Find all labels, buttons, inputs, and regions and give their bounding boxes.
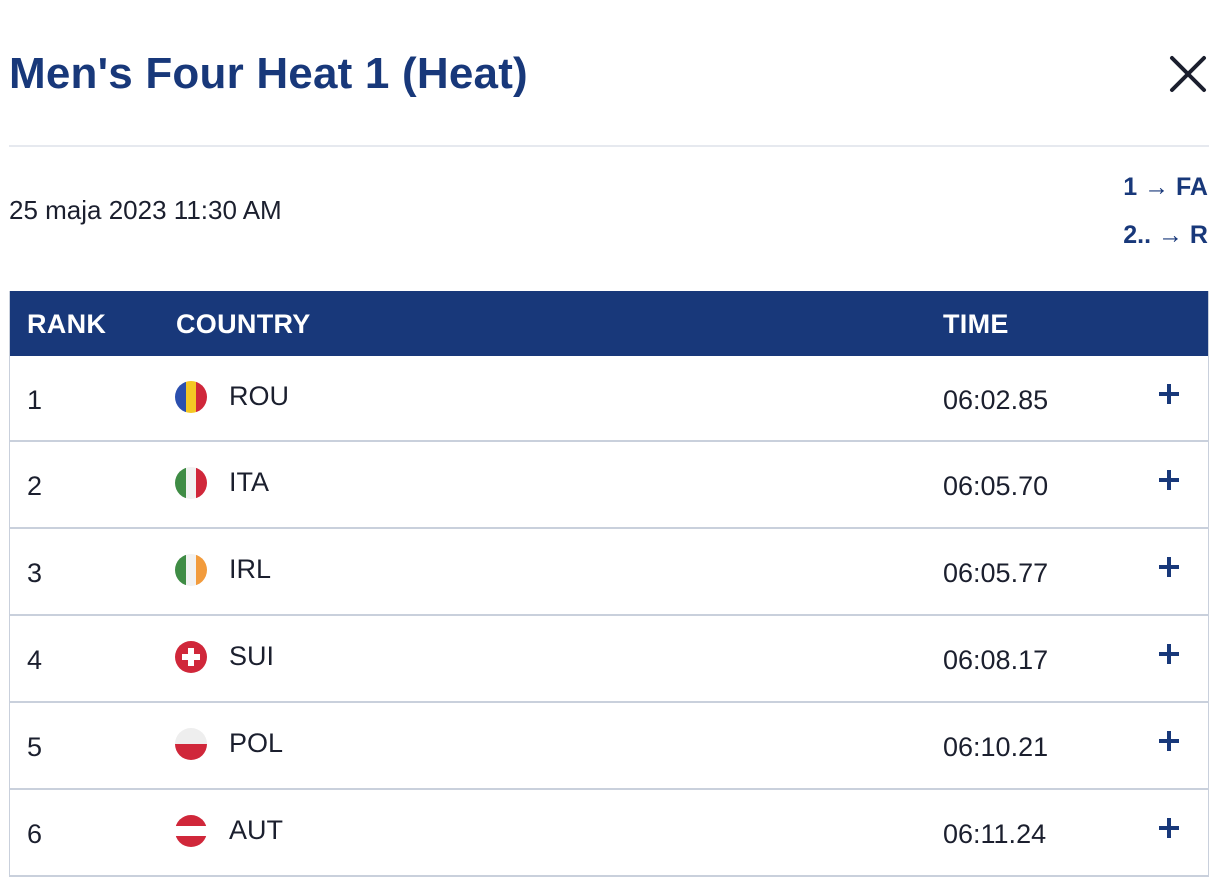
header-divider — [9, 145, 1209, 147]
rank-cell: 3 — [27, 558, 43, 588]
country-cell: POL — [229, 728, 284, 758]
plus-icon[interactable] — [1157, 815, 1183, 841]
table-row[interactable]: 2 ITA 06:05.70 — [10, 442, 1208, 529]
time-cell: 06:11.24 — [943, 819, 1047, 849]
flag-poland-icon — [175, 728, 207, 760]
time-cell: 06:05.70 — [943, 471, 1049, 501]
table-row[interactable]: 1 ROU 06:02.85 — [10, 356, 1208, 442]
rank-cell: 1 — [27, 385, 43, 415]
rank-cell: 6 — [27, 819, 43, 849]
country-cell: ROU — [229, 381, 289, 411]
table-row[interactable]: 3 IRL 06:05.77 — [10, 529, 1208, 616]
country-cell: SUI — [229, 641, 275, 671]
plus-icon[interactable] — [1157, 554, 1183, 580]
time-cell: 06:08.17 — [943, 645, 1049, 675]
column-header-country: COUNTRY — [176, 309, 311, 339]
plus-icon[interactable] — [1157, 641, 1183, 667]
column-header-time: TIME — [943, 309, 1009, 339]
close-button[interactable] — [1166, 52, 1210, 96]
flag-romania-icon — [175, 381, 207, 413]
country-cell: ITA — [229, 467, 269, 497]
rank-cell: 2 — [27, 471, 43, 501]
time-cell: 06:10.21 — [943, 732, 1049, 762]
close-icon[interactable] — [1166, 52, 1210, 96]
country-cell: AUT — [229, 815, 283, 845]
flag-italy-icon — [175, 467, 207, 499]
progression-rules: 1 → FA 2.. → R — [1123, 168, 1208, 264]
flag-austria-icon — [175, 815, 207, 847]
time-cell: 06:05.77 — [943, 558, 1049, 588]
race-date: 25 maja 2023 11:30 AM — [9, 195, 282, 225]
table-row[interactable]: 4 SUI 06:08.17 — [10, 616, 1208, 703]
results-table: RANK COUNTRY TIME 1 ROU 06:02.85 2 ITA 0… — [9, 291, 1209, 877]
table-header: RANK COUNTRY TIME — [10, 291, 1208, 356]
flag-ireland-icon — [175, 554, 207, 586]
table-row[interactable]: 6 AUT 06:11.24 — [10, 790, 1208, 877]
rank-cell: 5 — [27, 732, 43, 762]
progression-rule: 2.. → R — [1123, 221, 1208, 249]
plus-icon[interactable] — [1157, 728, 1183, 754]
time-cell: 06:02.85 — [943, 385, 1049, 415]
column-header-rank: RANK — [27, 309, 107, 339]
plus-icon[interactable] — [1157, 467, 1183, 493]
flag-switzerland-icon — [175, 641, 207, 673]
country-cell: IRL — [229, 554, 272, 584]
plus-icon[interactable] — [1157, 381, 1183, 407]
page-title: Men's Four Heat 1 (Heat) — [9, 49, 528, 98]
progression-rule: 1 → FA — [1123, 173, 1208, 201]
table-row[interactable]: 5 POL 06:10.21 — [10, 703, 1208, 790]
rank-cell: 4 — [27, 645, 43, 675]
